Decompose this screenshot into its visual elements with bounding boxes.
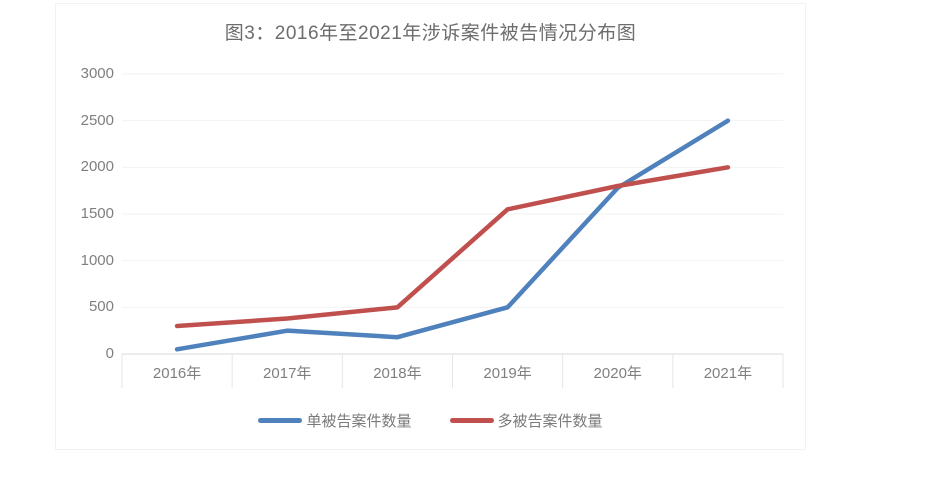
y-axis-tick-label: 1500	[80, 205, 114, 222]
y-axis-tick-label: 1000	[80, 251, 114, 269]
x-axis-tick-label: 2017年	[263, 365, 312, 382]
x-axis-tick-label: 2021年	[703, 365, 753, 382]
chart-title: 图3：2016年至2021年涉诉案件被告情况分布图	[224, 23, 637, 44]
legend-item: 多被告案件数量	[449, 410, 603, 431]
y-axis-tick-label: 2000	[80, 158, 114, 176]
legend-label: 单被告案件数量	[306, 413, 412, 430]
x-axis-tick-label: 2020年	[593, 365, 642, 382]
legend-label: 多被告案件数量	[497, 413, 603, 430]
x-axis-tick-label: 2016年	[152, 365, 202, 382]
y-axis-tick-label: 3000	[80, 65, 114, 82]
y-axis-tick-label: 2500	[80, 111, 114, 129]
x-axis-tick-label: 2019年	[483, 365, 532, 382]
series-line-多被告案件数量	[174, 165, 731, 329]
chart-frame[interactable]: 图3：2016年至2021年涉诉案件被告情况分布图 0 500 1000 1500 20…	[55, 3, 806, 450]
y-axis-tick-label: 0	[105, 345, 114, 362]
chart-legend: 单被告案件数量 多被告案件数量	[56, 410, 805, 431]
y-axis-tick-label: 500	[88, 298, 114, 316]
series-line-单被告案件数量	[174, 118, 731, 352]
legend-line-swatch	[258, 418, 303, 423]
legend-item: 单被告案件数量	[258, 410, 412, 431]
x-axis-tick-label: 2018年	[373, 365, 422, 382]
legend-line-swatch	[449, 418, 494, 423]
plot-area	[121, 73, 784, 388]
